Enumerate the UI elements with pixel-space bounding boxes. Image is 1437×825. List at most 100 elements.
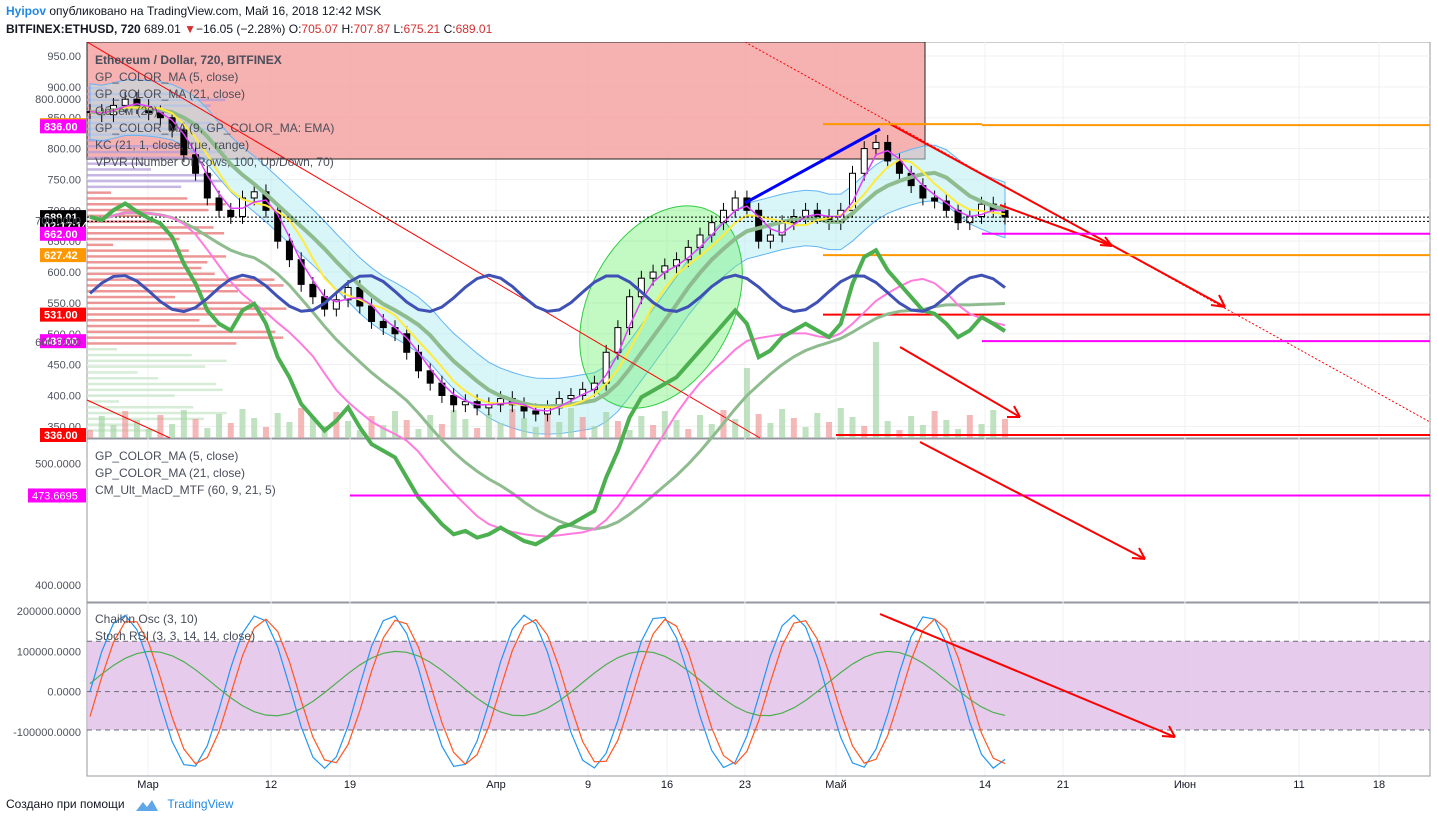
volume-bar bbox=[544, 413, 551, 438]
volume-bar bbox=[755, 414, 762, 438]
price-label: 662.00 bbox=[44, 229, 78, 241]
price-chart-svg[interactable]: Мар 12 19 Апр 9 16 23 Май 14 21 Июн 11 18 950.00 900.0… bbox=[0, 41, 1437, 792]
price-label: 627.42 bbox=[44, 250, 78, 262]
chart-area[interactable]: Мар 12 19 Апр 9 16 23 Май 14 21 Июн 11 18 950.00 900.0… bbox=[0, 41, 1437, 792]
vpvr-bar bbox=[87, 324, 217, 328]
volume-bar bbox=[333, 412, 340, 438]
tradingview-logo-icon bbox=[135, 799, 158, 811]
volume-bar bbox=[802, 427, 809, 438]
vpvr-bar bbox=[87, 255, 227, 258]
open-value: 705.07 bbox=[301, 22, 339, 36]
ma9-line bbox=[89, 106, 1006, 409]
volume-bar bbox=[204, 428, 211, 438]
candle-body bbox=[766, 234, 774, 242]
x-tick-label: Май bbox=[825, 779, 847, 791]
volume-bar bbox=[837, 408, 844, 438]
volume-bar bbox=[169, 424, 176, 438]
y-tick-label: 600.00 bbox=[47, 267, 81, 279]
vpvr-bar bbox=[87, 266, 202, 270]
volume-bar bbox=[1002, 419, 1008, 438]
candle-body bbox=[684, 246, 692, 261]
down-arrow-icon: ▼ bbox=[184, 22, 196, 36]
candle-body bbox=[895, 160, 903, 174]
price-label-box bbox=[40, 119, 86, 134]
legend-item: KC (21, 1, close, true, range) bbox=[95, 138, 249, 152]
tradingview-link[interactable]: TradingView bbox=[167, 797, 234, 811]
arrow-head bbox=[1161, 725, 1176, 738]
candle-body bbox=[215, 197, 223, 211]
volume-bar bbox=[392, 411, 398, 438]
legend-item: GP_COLOR_MA (21, close) bbox=[95, 466, 245, 480]
arrow-head bbox=[1007, 405, 1021, 418]
volume-bar bbox=[380, 425, 387, 438]
volume-bar bbox=[216, 414, 223, 438]
vpvr-bar bbox=[87, 208, 209, 212]
volume-bar bbox=[614, 421, 621, 438]
price-label: 488.00 bbox=[44, 336, 78, 348]
volume-bar bbox=[145, 429, 152, 438]
volume-bar bbox=[743, 368, 750, 438]
candle-body bbox=[309, 283, 317, 298]
open-label: O: bbox=[288, 22, 302, 36]
vpvr-bar bbox=[87, 377, 159, 380]
volume-bar bbox=[450, 410, 457, 438]
candle-body bbox=[379, 320, 387, 329]
last-price: 689.01 bbox=[144, 22, 181, 36]
candle-body bbox=[203, 172, 211, 199]
vpvr-bar bbox=[87, 423, 136, 426]
arrow-head bbox=[1210, 294, 1226, 308]
trendline-low bbox=[86, 399, 171, 439]
high-label: H: bbox=[341, 22, 354, 36]
volume-bar bbox=[286, 422, 293, 438]
x-tick-label: 18 bbox=[1373, 779, 1385, 791]
price-change: −16.05 (−2.28%) bbox=[195, 22, 286, 36]
macd-line bbox=[89, 201, 1007, 547]
volume-bar bbox=[579, 417, 586, 438]
volume-bar bbox=[521, 418, 528, 438]
stoch-band bbox=[87, 641, 1430, 730]
volume-bar bbox=[509, 409, 516, 438]
author-link[interactable]: Hyipov bbox=[6, 4, 47, 18]
volume-bar bbox=[532, 427, 539, 438]
vpvr-bar bbox=[87, 342, 237, 345]
volume-bar bbox=[192, 419, 199, 438]
volume-bar bbox=[955, 429, 962, 438]
volume-bar bbox=[345, 421, 352, 438]
volume-bar bbox=[697, 415, 703, 438]
vpvr-bar bbox=[87, 197, 188, 200]
price-label-box bbox=[40, 226, 86, 241]
vpvr-bar bbox=[87, 261, 208, 264]
macd-slow-line bbox=[89, 210, 1006, 531]
volume-bar bbox=[251, 418, 258, 438]
vpvr-bar bbox=[87, 400, 120, 403]
vpvr-bar bbox=[87, 162, 146, 165]
candle-body bbox=[649, 271, 657, 279]
volume-bar bbox=[990, 410, 997, 438]
vpvr-bar bbox=[87, 353, 192, 357]
legend-item: GP_COLOR_MA (21, close) bbox=[95, 87, 245, 101]
candle-body bbox=[849, 172, 856, 211]
macd-hist-line bbox=[89, 273, 1006, 314]
candle-body bbox=[356, 286, 364, 307]
volume-bar bbox=[779, 409, 786, 438]
price-label-box bbox=[40, 428, 86, 442]
vpvr-bar bbox=[87, 330, 276, 334]
price-label: 531.00 bbox=[44, 310, 78, 322]
vpvr-bar bbox=[87, 168, 151, 171]
y-tick-label: 0.0000 bbox=[47, 687, 81, 699]
symbol-info: BITFINEX:ETHUSD, 720 689.01 ▼−16.05 (−2.… bbox=[6, 22, 492, 36]
y-tick-label: 400.00 bbox=[47, 390, 81, 402]
candle-body bbox=[426, 370, 434, 384]
legend-item: CM_Ult_MacD_MTF (60, 9, 21, 5) bbox=[95, 483, 276, 497]
macd-level-box bbox=[28, 488, 86, 503]
candle-body bbox=[626, 296, 634, 329]
vpvr-bar bbox=[87, 336, 284, 339]
y-tick-label: 200000.0000 bbox=[17, 606, 81, 618]
volume-bar bbox=[110, 425, 117, 438]
x-tick-label: 9 bbox=[585, 779, 591, 791]
vpvr-bar bbox=[87, 313, 267, 316]
footer: Создано при помощи TradingView bbox=[6, 797, 233, 811]
candle-body bbox=[813, 209, 821, 217]
ma5-line bbox=[89, 102, 1006, 412]
y-tick-label: 800.00 bbox=[47, 144, 81, 156]
